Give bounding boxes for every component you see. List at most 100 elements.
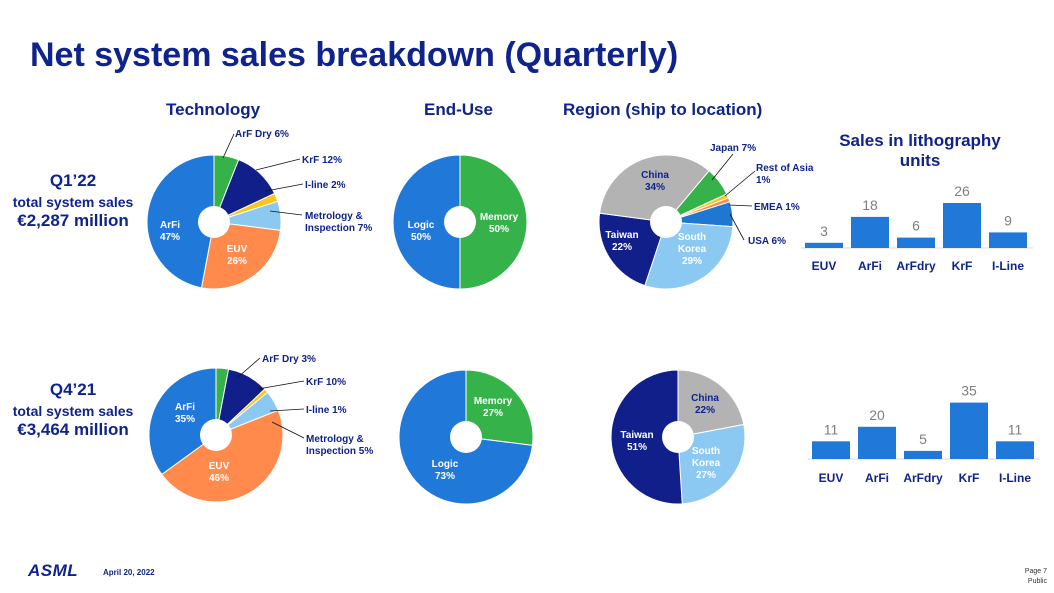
pie-label-south-korea: South Korea 27% <box>692 446 721 481</box>
pie-label-euv: EUV 26% <box>227 244 248 267</box>
bar-category-label: ArFi <box>858 259 882 273</box>
bar-value-label: 9 <box>1004 212 1012 228</box>
pie-label-usa: USA 6% <box>748 236 786 247</box>
pie-label-euv: EUV 46% <box>209 461 230 484</box>
bar-value-label: 11 <box>824 421 839 437</box>
row-amount: €2,287 million <box>17 211 129 230</box>
pie-label-arf-dry: ArF Dry 6% <box>235 129 289 140</box>
bar-i-line <box>989 232 1027 248</box>
pie-region-ship-to-location-q1-22: Japan 7%Rest of Asia 1% EMEA 1% USA 6% South… <box>598 143 814 290</box>
leader-line-rest-of-asia <box>724 170 756 197</box>
pie-label-i-line: I-line 1% <box>306 405 347 416</box>
pie-label-arfi: ArFi 47% <box>160 220 180 243</box>
footer-date: April 20, 2022 <box>103 568 155 577</box>
bar-category-label: ArFdry <box>896 259 936 273</box>
bar-category-label: I-Line <box>999 471 1031 485</box>
bar-arfi <box>858 426 896 459</box>
bar-chart-units-q1-22: 3 EUV 18 ArFi 6 ArFdry 26 KrF 9 I-Line <box>801 183 1033 273</box>
pie-slice-taiwan <box>598 212 667 287</box>
row-subtitle: total system sales <box>12 194 134 210</box>
bar-category-label: KrF <box>959 471 980 485</box>
pie-slice-taiwan <box>610 369 683 505</box>
pie-slice-euv <box>200 221 282 290</box>
leader-line-arf-dry <box>222 133 235 159</box>
pie-label-metrology-inspection: Metrology & Inspection 7% <box>305 211 372 234</box>
pie-slice-logic <box>392 154 461 290</box>
header-units-line2: units <box>899 151 941 170</box>
leader-line-metrology-inspection <box>271 421 305 439</box>
pie-hole <box>662 421 694 453</box>
bar-arfi <box>851 216 889 248</box>
pie-label-logic: Logic 50% <box>408 220 435 243</box>
pie-label-rest-of-asia: Rest of Asia 1% <box>756 163 814 186</box>
pie-slice-arfi <box>148 367 217 476</box>
pie-hole <box>200 419 232 451</box>
pie-label-china: China 34% <box>641 170 669 193</box>
bar-euv <box>805 242 843 248</box>
pie-label-arf-dry: ArF Dry 3% <box>262 354 316 365</box>
bar-value-label: 26 <box>954 183 970 199</box>
bar-euv <box>812 441 850 459</box>
pie-label-i-line: I-line 2% <box>305 180 346 191</box>
bar-value-label: 35 <box>961 383 977 399</box>
bar-category-label: EUV <box>812 259 837 273</box>
leader-line-krf <box>255 158 301 171</box>
footer-page-info: Page 7 Public <box>1025 567 1047 587</box>
page-title: Net system sales breakdown (Quarterly) <box>30 36 679 74</box>
header-technology: Technology <box>166 100 261 119</box>
pie-slice-euv <box>161 409 284 503</box>
bar-value-label: 5 <box>919 431 927 447</box>
header-end-use: End-Use <box>424 100 493 119</box>
pie-label-emea: EMEA 1% <box>754 202 800 213</box>
bar-category-label: ArFi <box>865 471 889 485</box>
row-quarter: Q1’22 <box>49 171 97 190</box>
asml-logo: ASML <box>28 561 79 580</box>
row-amount: €3,464 million <box>17 420 129 439</box>
bar-i-line <box>996 441 1034 459</box>
pie-label-taiwan: Taiwan 22% <box>605 230 638 253</box>
pie-technology-q4-21: ArF Dry 3% KrF 10% I-line 1% Metrology & Ins… <box>148 354 373 503</box>
header-units: Sales in lithography units <box>820 131 1020 171</box>
leader-line-i-line <box>265 183 304 192</box>
pie-hole <box>450 421 482 453</box>
leader-line-usa <box>729 213 745 241</box>
pie-label-logic: Logic 73% <box>432 459 459 482</box>
row-label-q1-22: Q1’22 total system sales €2,287 million <box>6 171 140 231</box>
pie-label-south-korea: South Korea 29% <box>678 232 707 267</box>
pie-hole <box>198 206 230 238</box>
pie-technology-q1-22: ArF Dry 6% KrF 12% I-line 2% Metrology & Ins… <box>146 129 372 290</box>
pie-end-use-q4-21: Memory 27% Logic 73% <box>398 369 534 505</box>
header-units-line1: Sales in lithography <box>839 131 1001 150</box>
pie-hole <box>444 206 476 238</box>
bar-krf <box>950 402 988 459</box>
pie-slice-memory <box>459 154 528 290</box>
pie-label-krf: KrF 12% <box>302 155 342 166</box>
pie-label-arfi: ArFi 35% <box>175 402 195 425</box>
leader-line-metrology-inspection <box>269 210 303 216</box>
pie-label-krf: KrF 10% <box>306 377 346 388</box>
bar-category-label: ArFdry <box>903 471 943 485</box>
bar-value-label: 6 <box>912 218 920 234</box>
page-number: Page 7 <box>1024 568 1047 575</box>
row-label-q4-21: Q4’21 total system sales €3,464 million <box>6 380 140 440</box>
pie-end-use-q1-22: Memory 50% Logic 50% <box>392 154 528 290</box>
pie-slice-south-korea <box>677 423 746 505</box>
pie-hole <box>650 206 682 238</box>
pie-slice-arfi <box>146 154 215 289</box>
bar-value-label: 18 <box>862 197 878 213</box>
leader-line-emea <box>728 204 753 207</box>
leader-line-krf <box>257 380 305 390</box>
pie-label-japan: Japan 7% <box>710 143 756 154</box>
row-quarter: Q4’21 <box>49 380 97 399</box>
pie-label-china: China 22% <box>691 393 719 416</box>
leader-line-arf-dry <box>236 357 261 379</box>
pie-label-memory: Memory 27% <box>474 396 513 419</box>
pie-slice-memory <box>465 369 534 446</box>
leader-line-i-line <box>269 408 305 412</box>
bar-value-label: 20 <box>869 407 885 423</box>
pie-slice-china <box>599 154 710 223</box>
bar-category-label: KrF <box>952 259 973 273</box>
leader-line-japan <box>711 153 734 181</box>
pie-label-metrology-inspection: Metrology & Inspection 5% <box>306 434 373 457</box>
